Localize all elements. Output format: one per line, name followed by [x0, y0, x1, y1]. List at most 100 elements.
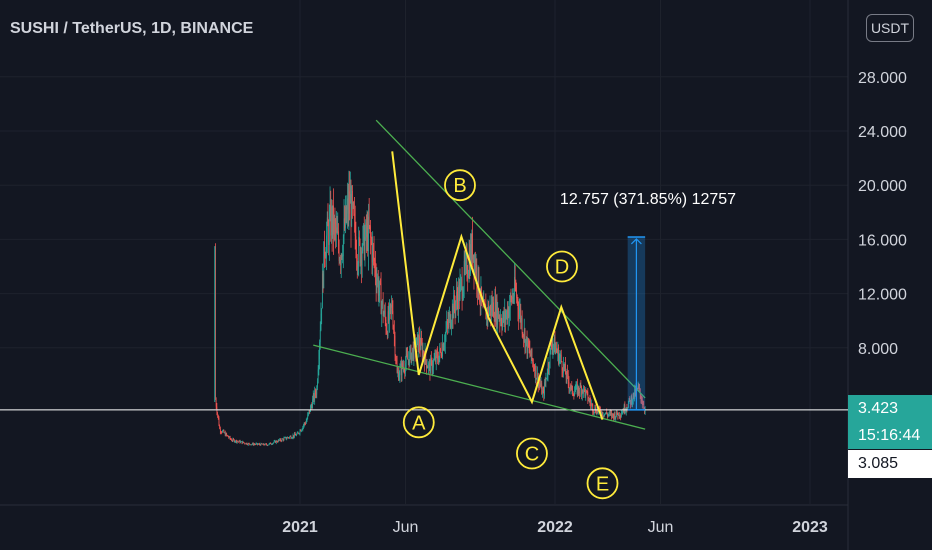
candle-body [359, 240, 361, 264]
candle-body [312, 399, 313, 409]
candle-body [534, 369, 536, 376]
candle-body [628, 398, 630, 403]
candle-body [340, 254, 342, 266]
candle-body [244, 442, 246, 444]
candle-body [392, 311, 394, 327]
candle-body [333, 218, 335, 235]
candle-body [303, 423, 305, 426]
candle-body [335, 227, 337, 233]
candle-body [524, 329, 526, 348]
candle-body [612, 413, 614, 416]
candle-body [226, 435, 228, 436]
candle-body [265, 443, 267, 445]
candle-body [639, 388, 641, 395]
candle-body [602, 411, 603, 416]
candle-body [461, 279, 463, 300]
candle-body [634, 388, 635, 398]
candle-body [516, 298, 518, 300]
candle-body [419, 345, 421, 350]
wave-label-b: B [444, 169, 476, 202]
candle-body [582, 390, 584, 393]
candle-body [618, 412, 619, 417]
candle-body [430, 358, 432, 360]
candle-body [339, 259, 341, 261]
candle-body [259, 443, 260, 445]
current-price-value: 3.423 [858, 400, 899, 417]
currency-unit-button[interactable]: USDT [866, 14, 914, 42]
candle-body [475, 259, 476, 274]
candle-body [435, 356, 436, 363]
x-tick-label: 2023 [792, 519, 828, 536]
candle-body [308, 412, 309, 415]
candle-body [367, 226, 369, 252]
candle-body [342, 256, 343, 257]
candle-body [386, 333, 388, 337]
wave-label-circle [402, 406, 435, 439]
low-price-tag: 3.085 [848, 450, 932, 478]
candle-body [541, 383, 543, 395]
candle-body [275, 440, 276, 443]
candle-body [494, 299, 496, 321]
candle-body [505, 315, 507, 321]
candle-body [315, 390, 316, 394]
x-tick-label: Jun [393, 519, 419, 536]
candle-body [252, 443, 253, 445]
candle-body [570, 387, 571, 389]
candle-body [581, 387, 582, 395]
candle-body [576, 384, 578, 386]
wave-label-circle [546, 250, 578, 283]
candle-body [530, 353, 531, 357]
candle-body [361, 250, 363, 266]
candle-body [568, 381, 570, 389]
candle-body [596, 409, 598, 414]
candle-body [300, 430, 302, 432]
candle-body [242, 441, 244, 444]
candle-body [565, 363, 566, 375]
candle-body [553, 344, 554, 346]
candle-body [428, 363, 430, 364]
measure-arrow-head [630, 238, 642, 245]
candle-body [473, 254, 475, 272]
candle-body [277, 441, 278, 443]
candle-body [410, 346, 412, 362]
candle-body [542, 390, 544, 392]
candle-body [406, 354, 408, 356]
candle-body [614, 413, 616, 419]
candle-body [525, 339, 527, 348]
candle-body [460, 279, 462, 283]
candle-body [284, 437, 285, 439]
candle-body [319, 342, 320, 360]
candle-body [294, 433, 296, 435]
candle-body [349, 193, 351, 204]
candle-body [398, 371, 399, 380]
candle-body [611, 413, 613, 417]
candle-body [456, 291, 458, 299]
x-axis: 2021 Jun 2022 Jun 2023 [282, 0, 828, 536]
candle-body [606, 412, 608, 414]
candle-body [352, 191, 353, 205]
candle-body [630, 396, 632, 405]
candle-body [404, 370, 406, 372]
candle-body [303, 425, 304, 427]
candle-body [641, 401, 643, 405]
candle-body [283, 438, 285, 441]
candle-body [256, 443, 258, 444]
candle-body [619, 415, 621, 417]
candle-body [542, 390, 543, 395]
candle-body [571, 385, 573, 387]
candle-body [560, 354, 562, 362]
candle-body [472, 233, 473, 260]
candle-body [403, 366, 405, 371]
candle-body [563, 363, 564, 374]
candle-body [284, 437, 286, 438]
y-tick-label: 24.000 [858, 124, 907, 141]
candle-body [421, 343, 423, 357]
candle-body [421, 338, 422, 344]
candle-body [520, 308, 522, 323]
candle-body [641, 400, 642, 402]
candle-body [389, 304, 391, 306]
candle-body [282, 438, 284, 441]
candle-body [587, 391, 589, 401]
wave-label-c: C [516, 437, 548, 470]
